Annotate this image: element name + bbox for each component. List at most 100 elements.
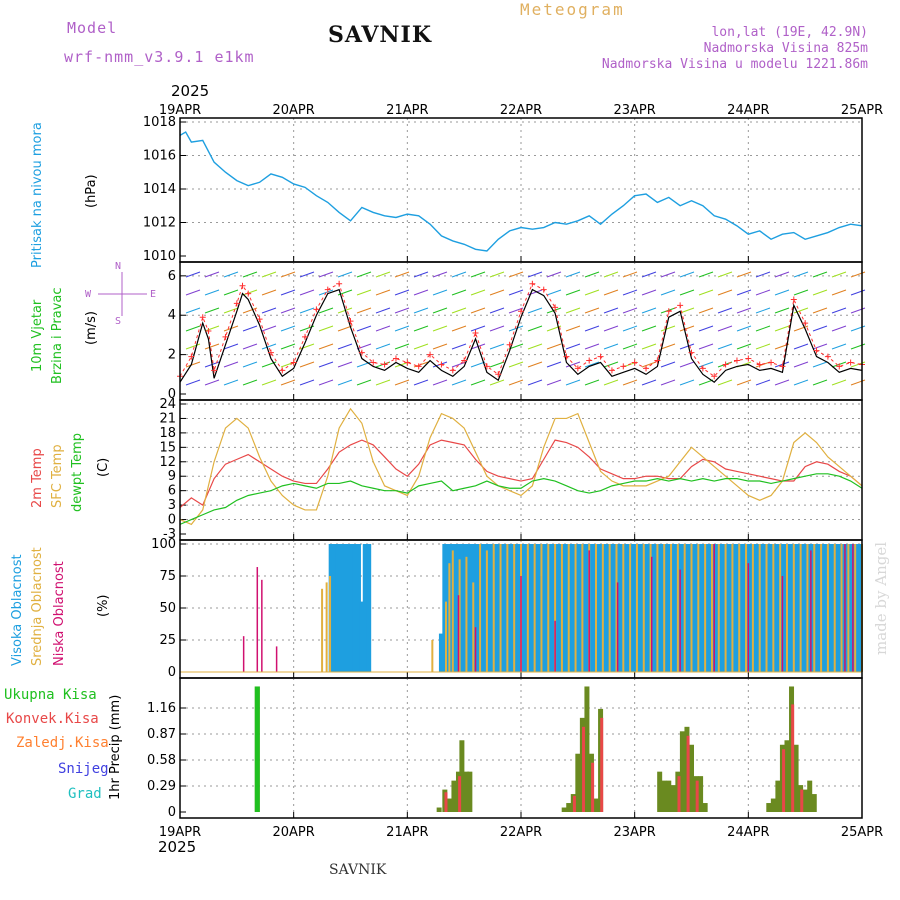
gust-marker xyxy=(563,353,570,360)
high-cloud-bar xyxy=(617,544,623,672)
high-cloud-bar xyxy=(359,601,365,672)
wind-arrow xyxy=(793,361,809,368)
wind-arrow xyxy=(470,361,486,368)
gust-marker xyxy=(665,308,672,315)
high-cloud-bar xyxy=(637,544,643,672)
mid-cloud-bar xyxy=(444,601,447,672)
wind-arrow xyxy=(641,343,657,350)
wind-arrow xyxy=(280,325,296,332)
wind-arrow xyxy=(356,307,372,314)
wind-arrow xyxy=(242,271,258,278)
meteogram-subtitle: Meteogram xyxy=(520,0,625,19)
ytick-label: 18 xyxy=(159,426,176,441)
high-cloud-bar xyxy=(345,544,351,672)
wind-arrow xyxy=(508,343,524,350)
ytick-label: 0 xyxy=(168,513,176,528)
wind-arrow xyxy=(622,379,638,386)
total-precip-bar xyxy=(807,780,813,812)
high-cloud-bar xyxy=(856,544,862,672)
wind-arrow xyxy=(812,343,828,350)
low-cloud-bar xyxy=(474,627,477,672)
high-cloud-bar xyxy=(794,544,800,672)
wind-arrow xyxy=(793,325,809,332)
wind-arrow xyxy=(584,289,600,296)
low-cloud-bar xyxy=(588,550,590,672)
wind-arrow xyxy=(603,271,619,278)
mid-cloud-bar xyxy=(826,544,829,672)
wind-arrow xyxy=(223,307,239,314)
wind-arrow xyxy=(812,271,828,278)
high-cloud-bar xyxy=(342,544,348,672)
model-label: Model xyxy=(67,19,118,37)
high-cloud-bar xyxy=(603,544,609,672)
wind-arrow xyxy=(755,307,771,314)
wind-arrow xyxy=(489,289,505,296)
gust-marker xyxy=(597,353,604,360)
ytick-label: 3 xyxy=(168,498,176,513)
x-label-top: 19APR xyxy=(159,103,201,118)
high-cloud-bar xyxy=(335,544,341,672)
compass-w: W xyxy=(85,289,92,300)
mid-cloud-bar xyxy=(833,544,836,672)
wind-arrow xyxy=(318,271,334,278)
wind-arrow xyxy=(565,343,581,350)
wind-arrow xyxy=(793,289,809,296)
lonlat-label: lon,lat (19E, 42.9N) xyxy=(711,25,868,40)
mid-cloud-bar xyxy=(472,582,475,672)
total-precip-bar xyxy=(467,771,473,812)
wind-arrow xyxy=(261,343,277,350)
gust-marker xyxy=(370,359,377,366)
gust-marker xyxy=(347,318,354,325)
high-cloud-bar xyxy=(726,544,732,672)
high-cloud-bar xyxy=(671,544,677,672)
ytick-label: 100 xyxy=(151,537,176,552)
low-cloud-bar xyxy=(852,544,854,672)
mid-cloud-bar xyxy=(642,544,645,672)
gust-marker xyxy=(540,286,547,293)
total-precip-bar xyxy=(793,744,799,812)
wind-arrow xyxy=(660,325,676,332)
wind-arrow xyxy=(584,307,600,314)
mid-cloud-bar xyxy=(690,544,693,672)
mid-cloud-bar xyxy=(724,544,727,672)
wind-arrow xyxy=(204,289,220,296)
wind-arrow xyxy=(793,343,809,350)
mid-cloud-bar xyxy=(772,544,775,672)
wind-arrow xyxy=(413,343,429,350)
gust-marker xyxy=(245,290,252,297)
mid-cloud-bar xyxy=(479,544,482,672)
wind-arrow xyxy=(641,289,657,296)
wind-arrow xyxy=(850,325,866,332)
wind-arrow xyxy=(603,379,619,386)
wind-arrow xyxy=(755,271,771,278)
wind-arrow xyxy=(470,307,486,314)
high-cloud-bar xyxy=(535,544,541,672)
wind-arrow xyxy=(223,343,239,350)
x-label-top: 23APR xyxy=(614,103,656,118)
gust-marker xyxy=(608,367,615,374)
wind-arrow xyxy=(185,271,201,278)
high-cloud-bar xyxy=(678,544,684,672)
mid-cloud-bar xyxy=(751,544,754,672)
high-cloud-bar xyxy=(651,544,657,672)
wind-arrow xyxy=(622,271,638,278)
mid-cloud-bar xyxy=(649,544,652,672)
wind-arrow xyxy=(185,307,201,314)
high-cloud-bar xyxy=(445,544,451,672)
high-cloud-bar xyxy=(576,544,582,672)
high-cloud-bar xyxy=(569,544,575,672)
total-precip-bar xyxy=(811,794,817,812)
ytick-label: 1018 xyxy=(143,115,176,130)
wind-arrow xyxy=(850,379,866,386)
high-cloud-bar xyxy=(692,544,698,672)
total-precip-bar xyxy=(463,771,469,812)
gust-marker xyxy=(574,365,581,372)
wind-arrow xyxy=(489,271,505,278)
wind-arrow xyxy=(413,271,429,278)
convective-precip-bar xyxy=(791,704,795,812)
wind-arrow xyxy=(736,289,752,296)
high-cloud-bar xyxy=(624,544,630,672)
wind-arrow xyxy=(679,379,695,386)
total-precip-bar xyxy=(451,780,457,812)
gust-marker xyxy=(279,367,286,374)
